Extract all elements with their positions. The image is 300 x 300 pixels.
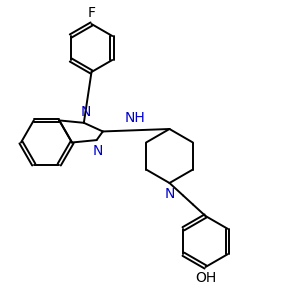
- Text: N: N: [80, 105, 91, 118]
- Text: NH: NH: [124, 111, 145, 125]
- Text: F: F: [88, 6, 95, 20]
- Text: N: N: [164, 188, 175, 202]
- Text: N: N: [93, 144, 103, 158]
- Text: OH: OH: [195, 271, 216, 285]
